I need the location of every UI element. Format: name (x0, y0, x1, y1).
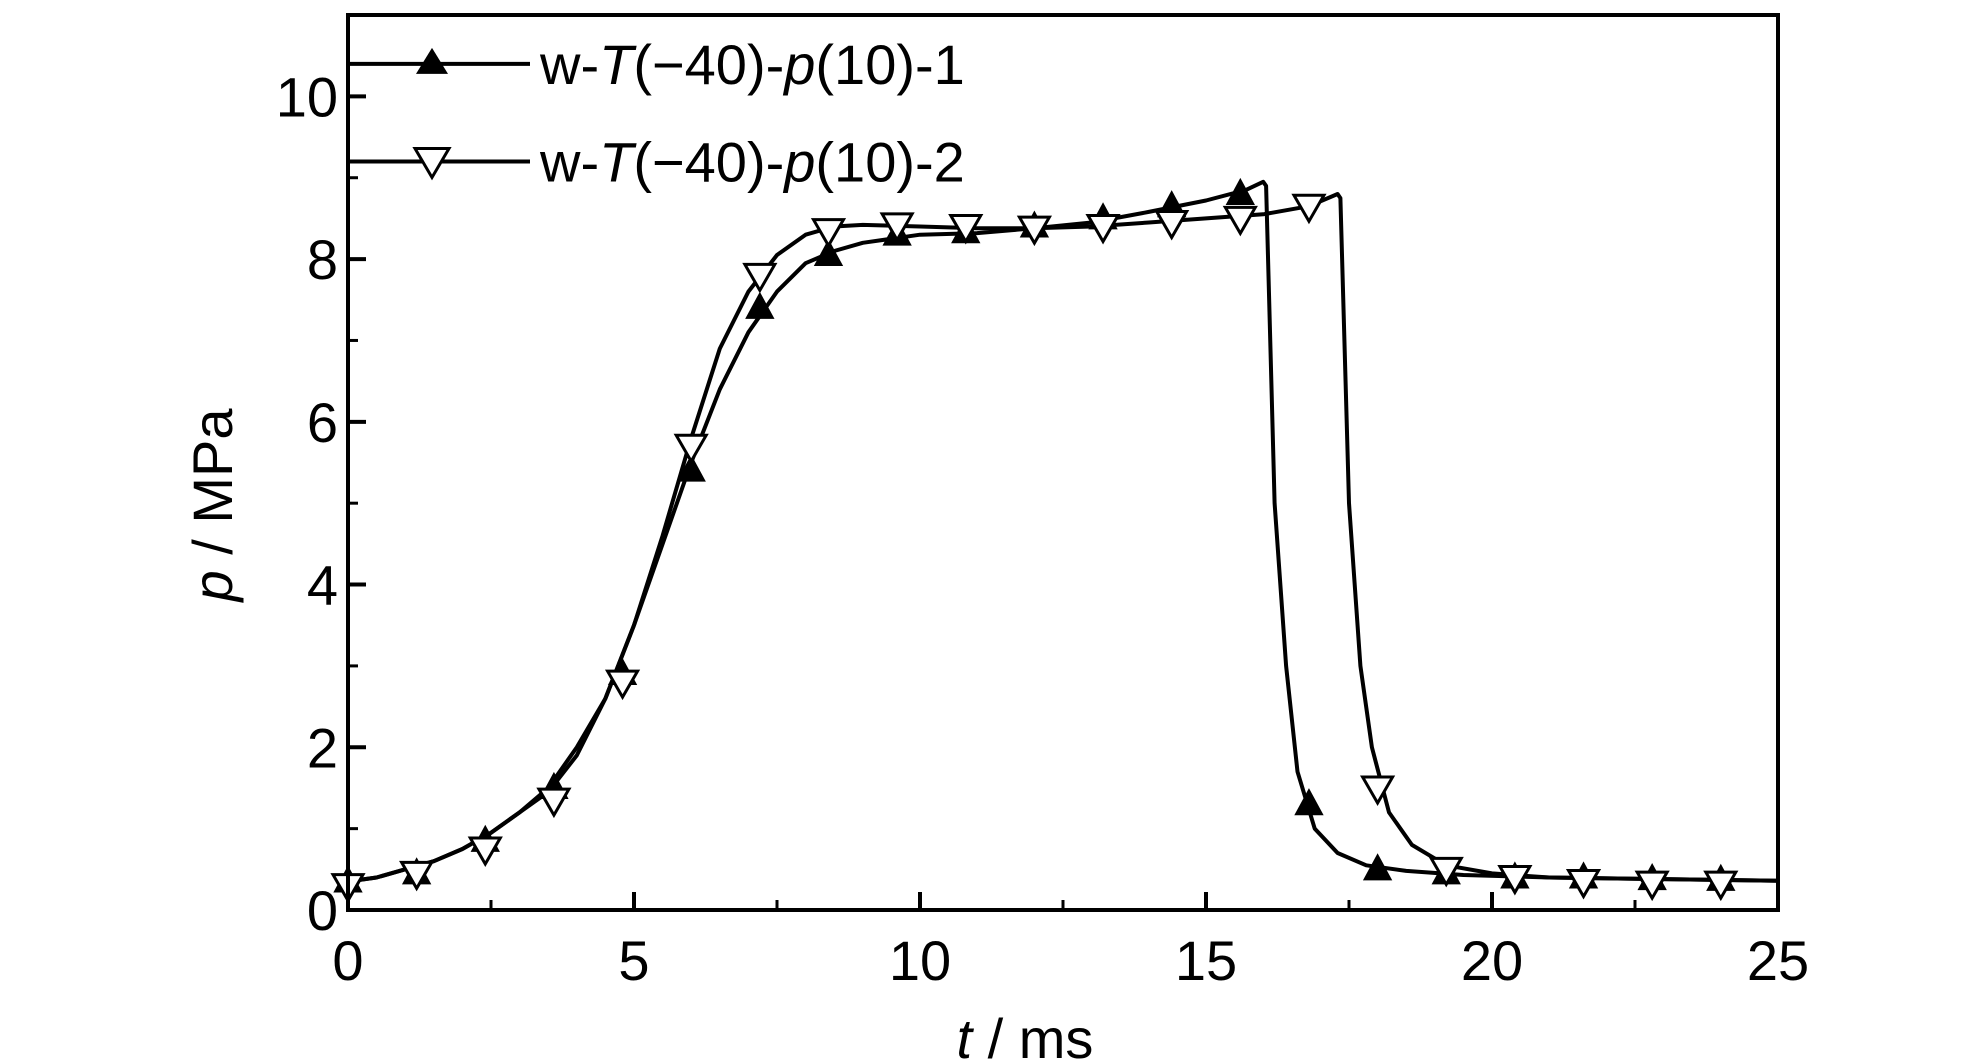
y-tick-label: 6 (307, 391, 338, 454)
series-1-point (676, 454, 706, 482)
series-2-point (1428, 856, 1464, 888)
series-2 (330, 192, 1779, 904)
x-axis-title-unit: / ms (972, 1007, 1093, 1063)
legend-marker (412, 146, 452, 181)
plot-area (348, 15, 1778, 910)
legend: w-T(−40)-p(10)-1 w-T(−40)-p(10)-2 (348, 33, 965, 193)
series-2-point (879, 212, 915, 243)
series-1-point (813, 238, 844, 267)
series-2-point (1565, 869, 1602, 900)
series-2-point (536, 787, 572, 819)
series-2-point (1016, 215, 1052, 247)
x-tick-label: 10 (889, 929, 951, 992)
plot-background (348, 15, 1778, 910)
legend-label: w-T(−40)-p(10)-2 (539, 130, 965, 193)
series-2-point (1634, 870, 1670, 902)
series-2-point (604, 669, 641, 701)
y-axis: 0 2 4 6 8 10 (276, 65, 366, 942)
series-2-point (467, 836, 503, 867)
y-tick-label: 10 (276, 65, 338, 128)
legend-marker (416, 47, 448, 74)
y-tick-label: 2 (307, 716, 338, 779)
y-axis-title-unit: / MPa (181, 408, 244, 571)
series-2-point (1291, 193, 1327, 225)
x-tick-label: 5 (618, 929, 649, 992)
x-tick-label: 0 (332, 929, 363, 992)
series-2-point (1154, 209, 1190, 241)
y-axis-title: p / MPa (181, 408, 244, 604)
series-2-point (810, 218, 847, 249)
y-tick-label: 0 (307, 879, 338, 942)
series-2-point (1703, 870, 1739, 902)
series-2-point (948, 214, 984, 245)
series-1-point (1225, 177, 1255, 205)
x-tick-label: 20 (1461, 929, 1523, 992)
legend-label: w-T(−40)-p(10)-1 (539, 33, 965, 96)
series-2-point (399, 860, 435, 892)
series-2-point (673, 433, 709, 465)
legend-entry-1: w-T(−40)-p(10)-1 (348, 33, 965, 96)
x-tick-label: 15 (1175, 929, 1237, 992)
series-2-point (742, 262, 778, 294)
series-1-point (1362, 853, 1393, 881)
series-2-point (1222, 205, 1258, 237)
series-layer (330, 177, 1779, 904)
series-2-point (1497, 864, 1533, 896)
x-axis-title-var: t (957, 1007, 975, 1063)
x-axis-title: t / ms (957, 1007, 1094, 1063)
series-1-point (1294, 788, 1324, 816)
x-axis: 0 5 10 15 20 25 (332, 892, 1809, 992)
y-tick-label: 8 (307, 228, 338, 291)
axes-layer: 0 5 10 15 20 25 0 2 4 6 8 10 (276, 13, 1809, 992)
y-tick-label: 4 (307, 554, 338, 617)
x-tick-label: 25 (1747, 929, 1809, 992)
series-2-point (1360, 775, 1396, 806)
legend-entry-2: w-T(−40)-p(10)-2 (348, 130, 965, 193)
series-1-point (745, 291, 775, 319)
series-2-point (1085, 214, 1121, 245)
y-axis-title-var: p (181, 570, 244, 603)
